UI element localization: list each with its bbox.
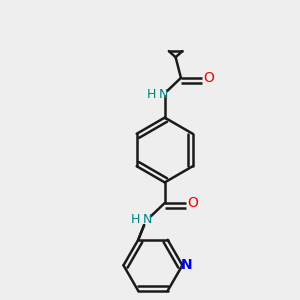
- Text: N: N: [142, 213, 152, 226]
- Text: H: H: [130, 213, 140, 226]
- Text: H: H: [147, 88, 156, 100]
- Text: N: N: [181, 258, 193, 272]
- Text: O: O: [187, 196, 198, 210]
- Text: N: N: [159, 88, 168, 100]
- Text: O: O: [203, 71, 214, 85]
